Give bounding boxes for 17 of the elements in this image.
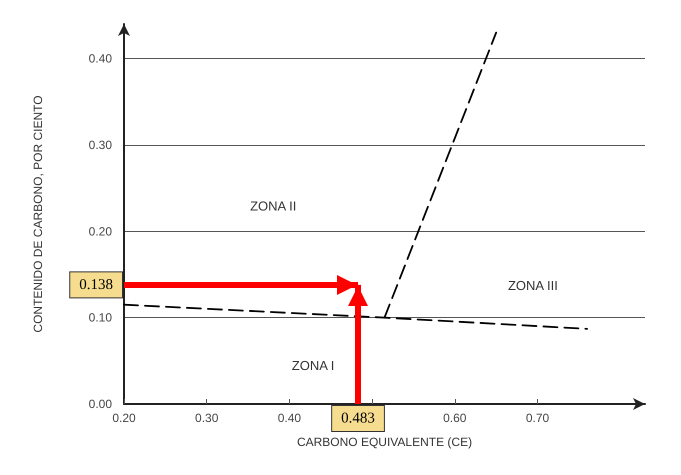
y-tick-label: 0.20 [88,224,112,238]
x-tick-label: 0.70 [526,411,550,425]
y-tick-label: 0.00 [88,397,112,411]
y-axis-title: CONTENIDO DE CARBONO, POR CIENTO [31,95,45,333]
annotation: ZONA II [250,198,296,214]
x-axis-title: CARBONO EQUIVALENTE (CE) [296,435,472,449]
ref-line-label: 0.138 [79,276,113,293]
y-tick-label: 0.10 [88,310,112,325]
y-tick-label: 0.40 [88,52,112,66]
x-tick-label: 0.30 [195,411,219,425]
y-tick-label: 0.30 [88,138,112,152]
x-tick-label: 0.60 [443,411,467,425]
ref-line-label: 0.483 [341,410,375,426]
annotation: ZONA I [292,358,334,373]
x-tick-label: 0.40 [278,411,302,425]
annotation: ZONA III [508,278,558,294]
x-tick-label: 0.20 [112,411,136,425]
